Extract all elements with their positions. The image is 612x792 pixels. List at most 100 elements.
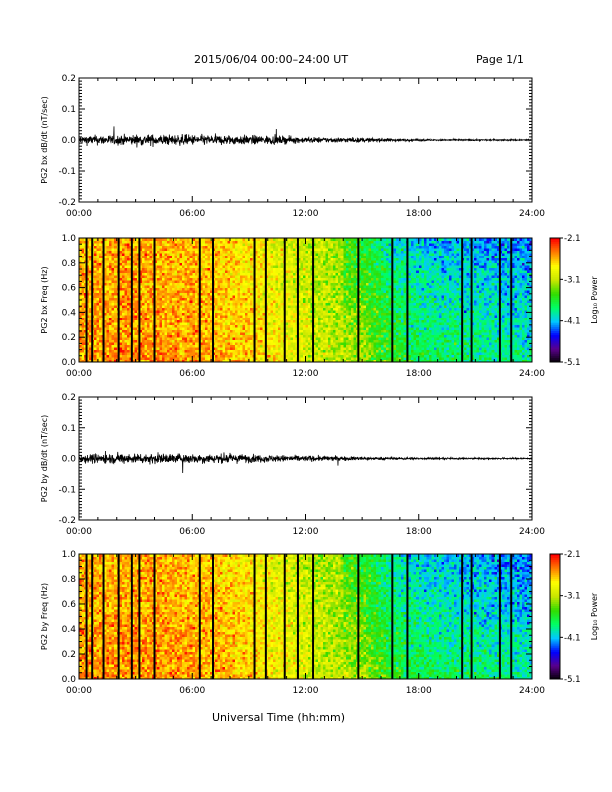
spectrogram-cell (184, 240, 188, 244)
spectrogram-cell (250, 287, 254, 291)
spectrogram-cell (94, 337, 98, 341)
spectrogram-cell (275, 322, 279, 326)
spectrogram-cell (207, 347, 211, 350)
spectrogram-cell (217, 344, 221, 348)
spectrogram-cell (86, 252, 90, 256)
spectrogram-cell (189, 342, 193, 346)
spectrogram-cell (290, 272, 294, 276)
spectrogram-cell (86, 260, 90, 264)
spectrogram-cell (292, 257, 296, 261)
spectrogram-cell (287, 354, 291, 358)
spectrogram-cell (300, 270, 304, 274)
spectrogram-cell (308, 297, 311, 301)
spectrogram-cell (217, 277, 221, 281)
spectrogram-cell (272, 267, 276, 271)
spectrogram-cell (126, 354, 130, 358)
spectrogram-cell (157, 280, 160, 284)
spectrogram-cell (114, 314, 118, 318)
x-tick-label: 18:00 (406, 209, 432, 219)
spectrogram-cell (247, 240, 251, 244)
spectrogram-cell (121, 287, 125, 291)
spectrogram-cell (179, 339, 183, 343)
spectrogram-cell (96, 295, 100, 298)
spectrogram-cell (189, 287, 193, 291)
spectrogram-cell (222, 307, 226, 311)
spectrogram-cell (151, 297, 155, 301)
spectrogram-cell (219, 265, 223, 269)
spectrogram-cell (124, 302, 128, 306)
spectrogram-cell (159, 265, 163, 269)
spectrogram-cell (139, 334, 143, 338)
spectrogram-cell (96, 280, 100, 284)
spectrogram-cell (109, 354, 113, 358)
spectrogram-cell (164, 352, 168, 355)
spectrogram-cell (109, 257, 113, 261)
spectrogram-cell (96, 309, 100, 313)
spectrogram-cell (164, 309, 168, 313)
spectrogram-cell (192, 339, 196, 343)
spectrogram-cell (222, 344, 226, 348)
spectrogram-cell (131, 240, 135, 244)
spectrogram-cell (305, 270, 309, 274)
spectrogram-cell (184, 332, 188, 336)
spectrogram-cell (134, 252, 138, 256)
spectrogram-cell (106, 304, 110, 308)
spectrogram-cell (209, 270, 213, 274)
spectrogram-cell (159, 319, 163, 323)
spectrogram-cell (114, 242, 118, 246)
spectrogram-cell (192, 287, 196, 291)
spectrogram-cell (313, 285, 316, 288)
spectrogram-cell (96, 352, 100, 355)
spectrogram-cell (300, 322, 304, 326)
spectrogram-cell (292, 357, 296, 360)
spectrogram-cell (96, 300, 100, 303)
spectrogram-cell (255, 260, 259, 264)
spectrogram-cell (149, 277, 153, 281)
spectrogram-cell (214, 314, 218, 318)
spectrogram-cell (245, 252, 249, 256)
spectrogram-cell (197, 344, 201, 348)
spectrogram-cell (292, 290, 296, 293)
spectrogram-cell (202, 332, 206, 336)
spectrogram-cell (280, 317, 284, 321)
spectrogram-cell (159, 250, 163, 254)
spectrogram-cell (214, 238, 218, 241)
spectrogram-cell (182, 317, 186, 321)
spectrogram-cell (104, 304, 108, 308)
spectrogram-cell (295, 347, 299, 350)
spectrogram-cell (197, 247, 201, 251)
spectrogram-cell (86, 332, 90, 336)
spectrogram-cell (187, 257, 191, 261)
spectrogram-cell (232, 245, 236, 249)
spectrogram-cell (106, 349, 110, 353)
spectrogram-cell (280, 277, 284, 281)
spectrogram-cell (114, 297, 118, 301)
spectrogram-cell (207, 252, 211, 256)
spectrogram-cell (162, 302, 165, 306)
spectrogram-cell (114, 255, 118, 259)
spectrogram-cell (149, 280, 153, 284)
spectrogram-cell (144, 322, 148, 326)
spectrogram-cell (146, 247, 150, 251)
spectrogram-cell (124, 317, 128, 321)
spectrogram-cell (305, 359, 309, 363)
spectrogram-cell (202, 319, 206, 323)
spectrogram-cell (157, 255, 160, 259)
spectrogram-cell (129, 300, 133, 303)
spectrogram-cell (96, 354, 100, 358)
spectrogram-cell (199, 337, 203, 341)
spectrogram-cell (94, 317, 98, 321)
spectrogram-cell (172, 329, 176, 333)
spectrogram-cell (230, 240, 233, 244)
spectrogram-cell (89, 324, 92, 328)
spectrogram-cell (109, 359, 113, 363)
spectrogram-cell (84, 354, 87, 358)
spectrogram-cell (320, 352, 324, 355)
spectrogram-cell (318, 332, 321, 336)
spectrogram-cell (194, 242, 198, 246)
spectrogram-cell (151, 277, 155, 281)
spectrogram-cell (232, 252, 236, 256)
spectrogram-cell (99, 327, 103, 331)
spectrogram-cell (86, 247, 90, 251)
spectrogram-cell (305, 238, 309, 241)
